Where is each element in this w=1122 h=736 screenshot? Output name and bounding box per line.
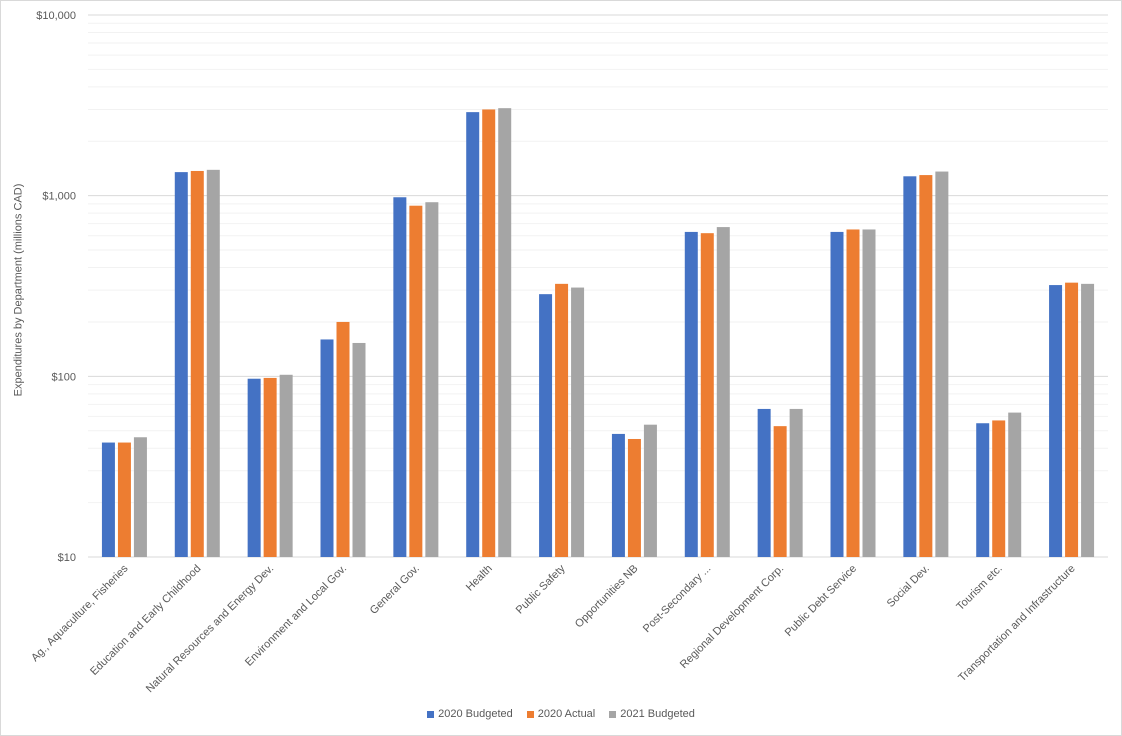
- bar: [101, 442, 115, 557]
- y-tick-label: $100: [52, 371, 76, 383]
- x-tick-label: Natural Resources and Energy Dev.: [144, 563, 276, 695]
- legend-swatch: [609, 710, 617, 718]
- bar: [757, 408, 771, 557]
- x-tick-label: Opportunities NB: [573, 563, 641, 631]
- bar: [627, 438, 641, 557]
- bar: [393, 197, 407, 557]
- bar: [352, 342, 366, 557]
- bar: [498, 108, 512, 557]
- x-tick-label: Tourism etc.: [954, 563, 1004, 613]
- legend-item: 2020 Actual: [526, 708, 596, 720]
- x-tick-label: Public Safety: [514, 562, 568, 616]
- x-tick-label: Health: [464, 563, 495, 594]
- bar: [919, 175, 933, 557]
- bar: [174, 172, 188, 558]
- bar: [1065, 282, 1079, 557]
- bar: [903, 176, 917, 557]
- bar: [1049, 285, 1063, 557]
- bar: [935, 171, 949, 557]
- y-axis-title: Expenditures by Department (millions CAD…: [12, 183, 24, 397]
- bar: [862, 229, 876, 557]
- y-tick-label: $10: [58, 552, 76, 564]
- bar: [830, 231, 844, 558]
- legend-swatch: [526, 710, 534, 718]
- bar: [992, 420, 1006, 557]
- x-tick-label: General Gov.: [368, 563, 422, 617]
- bar: [700, 233, 714, 557]
- bar: [643, 424, 657, 557]
- bar: [336, 321, 350, 557]
- bar: [482, 109, 496, 557]
- bar: [425, 202, 439, 558]
- legend-item: 2020 Budgeted: [427, 708, 513, 720]
- bar: [409, 205, 423, 558]
- bar: [773, 426, 787, 557]
- bar: [716, 227, 730, 557]
- bar: [466, 112, 480, 557]
- bar: [539, 294, 553, 557]
- legend-swatch: [427, 710, 435, 718]
- bar: [117, 442, 131, 557]
- y-tick-label: $1,000: [42, 191, 76, 203]
- bar: [846, 229, 860, 557]
- legend-label: 2020 Actual: [537, 708, 596, 720]
- legend-label: 2021 Budgeted: [620, 708, 695, 720]
- bar: [263, 377, 277, 557]
- x-tick-label: Post-Secondary ...: [641, 563, 713, 635]
- bar: [789, 408, 803, 557]
- y-tick-label: $10,000: [36, 10, 76, 22]
- legend: 2020 Budgeted 2020 Actual 2021 Budgeted: [0, 708, 1122, 720]
- bar: [133, 437, 147, 557]
- y-axis-title-wrap: Expenditures by Department (millions CAD…: [8, 30, 28, 550]
- bar: [1081, 283, 1095, 557]
- bar: [247, 378, 261, 557]
- legend-item: 2021 Budgeted: [609, 708, 695, 720]
- bar: [976, 423, 990, 557]
- bar: [1008, 412, 1022, 557]
- bar: [611, 433, 625, 557]
- x-tick-label: Public Debt Service: [783, 563, 859, 639]
- x-tick-label: Social Dev.: [885, 563, 932, 610]
- bar: [190, 170, 204, 557]
- bar: [684, 231, 698, 558]
- bar: [206, 169, 220, 557]
- legend-label: 2020 Budgeted: [438, 708, 513, 720]
- bar: [571, 287, 585, 557]
- bar: [320, 339, 334, 557]
- bar: [279, 374, 293, 557]
- x-tick-label: Transportation and Infrastructure: [956, 563, 1077, 684]
- bar: [555, 283, 569, 557]
